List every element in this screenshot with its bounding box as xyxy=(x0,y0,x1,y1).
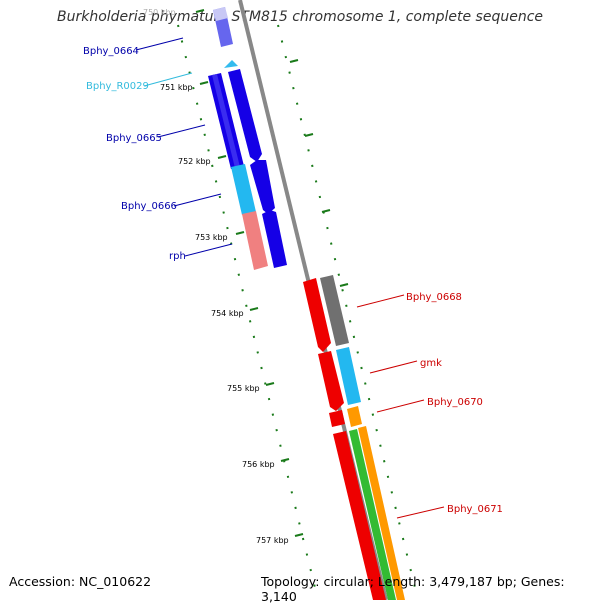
gene-bphy-0671-red[interactable] xyxy=(333,431,386,600)
label-bphy-0668[interactable]: Bphy_0668 xyxy=(406,292,462,303)
gene-bphy-0665-shade xyxy=(212,74,240,168)
label-bphy-0664[interactable]: Bphy_0664 xyxy=(83,46,139,57)
gene-bphy-0670-red[interactable] xyxy=(329,410,345,427)
tick-label-751: 751 kbp xyxy=(160,83,193,92)
accession-text: Accession: NC_010622 xyxy=(9,574,152,589)
label-bphy-0666[interactable]: Bphy_0666 xyxy=(121,201,177,212)
label-bphy-0665[interactable]: Bphy_0665 xyxy=(106,133,162,144)
tick-label-755: 755 kbp xyxy=(227,384,260,393)
gene-bphy-0671-orange[interactable] xyxy=(358,426,405,600)
gene-bphy-0664-faded xyxy=(213,7,228,21)
forward-strand-genes xyxy=(208,7,287,270)
gene-bphy-0670-orange[interactable] xyxy=(347,406,362,427)
gene-bphy-r0029-shape[interactable] xyxy=(224,60,238,68)
label-bphy-r0029[interactable]: Bphy_R0029 xyxy=(86,81,149,92)
label-bphy-0670[interactable]: Bphy_0670 xyxy=(427,397,483,408)
reverse-strand-genes xyxy=(303,275,405,600)
gene-blue-arrow-c[interactable] xyxy=(262,210,287,268)
tick-label-757: 757 kbp xyxy=(256,536,289,545)
gene-bphy-0671-green[interactable] xyxy=(349,429,396,600)
label-gmk[interactable]: gmk xyxy=(420,358,442,369)
tick-label-754: 754 kbp xyxy=(211,309,244,318)
ruler-ticks xyxy=(195,9,349,537)
label-leader-lines xyxy=(135,37,445,519)
map-title: Burkholderia phymatum STM815 chromosome … xyxy=(56,9,543,25)
label-rph[interactable]: rph xyxy=(169,251,186,262)
gene-bphy-0668-red[interactable] xyxy=(303,278,331,352)
gene-bphy-0668-gray[interactable] xyxy=(320,275,349,346)
tick-label-750: 750 kbp xyxy=(143,8,176,17)
tick-label-753: 753 kbp xyxy=(195,233,228,242)
gene-blue-arrow-a[interactable] xyxy=(228,69,262,162)
gene-bphy-0666-shape[interactable] xyxy=(231,164,256,215)
gene-rph-shape[interactable] xyxy=(242,211,268,270)
label-bphy-0671[interactable]: Bphy_0671 xyxy=(447,504,503,515)
tick-label-752: 752 kbp xyxy=(178,157,211,166)
gene-gmk-cyan[interactable] xyxy=(336,347,361,405)
gene-blue-arrow-b[interactable] xyxy=(250,160,275,214)
tick-label-756: 756 kbp xyxy=(242,460,275,469)
gene-gmk-red[interactable] xyxy=(318,351,344,411)
